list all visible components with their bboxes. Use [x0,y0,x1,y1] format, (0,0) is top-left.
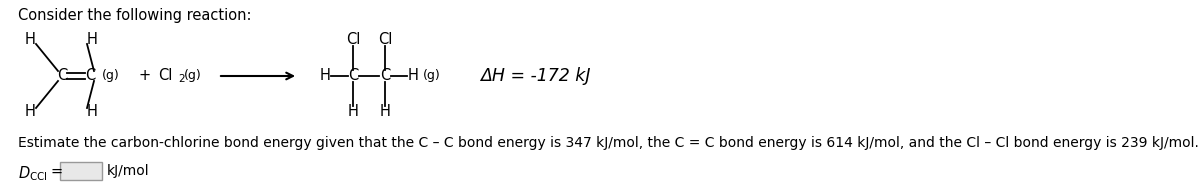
Text: H: H [24,105,36,120]
Text: H: H [86,33,97,48]
Text: C: C [56,68,67,83]
Text: ΔH = -172 kJ: ΔH = -172 kJ [480,67,590,85]
Text: 2: 2 [178,74,185,84]
Text: H: H [86,105,97,120]
Text: H: H [319,68,330,83]
Text: H: H [408,68,419,83]
Text: C: C [85,68,95,83]
Text: Consider the following reaction:: Consider the following reaction: [18,8,252,23]
Text: kJ/mol: kJ/mol [107,164,150,178]
Text: =: = [50,164,62,179]
Text: Cl: Cl [158,68,173,83]
Text: (g): (g) [184,70,202,83]
Text: C: C [348,68,358,83]
Text: (g): (g) [102,70,120,83]
Text: Estimate the carbon-chlorine bond energy given that the C – C bond energy is 347: Estimate the carbon-chlorine bond energy… [18,136,1199,150]
FancyBboxPatch shape [60,162,102,180]
Text: +: + [139,68,151,83]
Text: Cl: Cl [346,33,360,48]
Text: C: C [380,68,390,83]
Text: Cl: Cl [378,33,392,48]
Text: H: H [379,105,390,120]
Text: $D_\mathrm{CCl}$: $D_\mathrm{CCl}$ [18,164,48,183]
Text: H: H [348,105,359,120]
Text: H: H [24,33,36,48]
Text: (g): (g) [424,70,440,83]
